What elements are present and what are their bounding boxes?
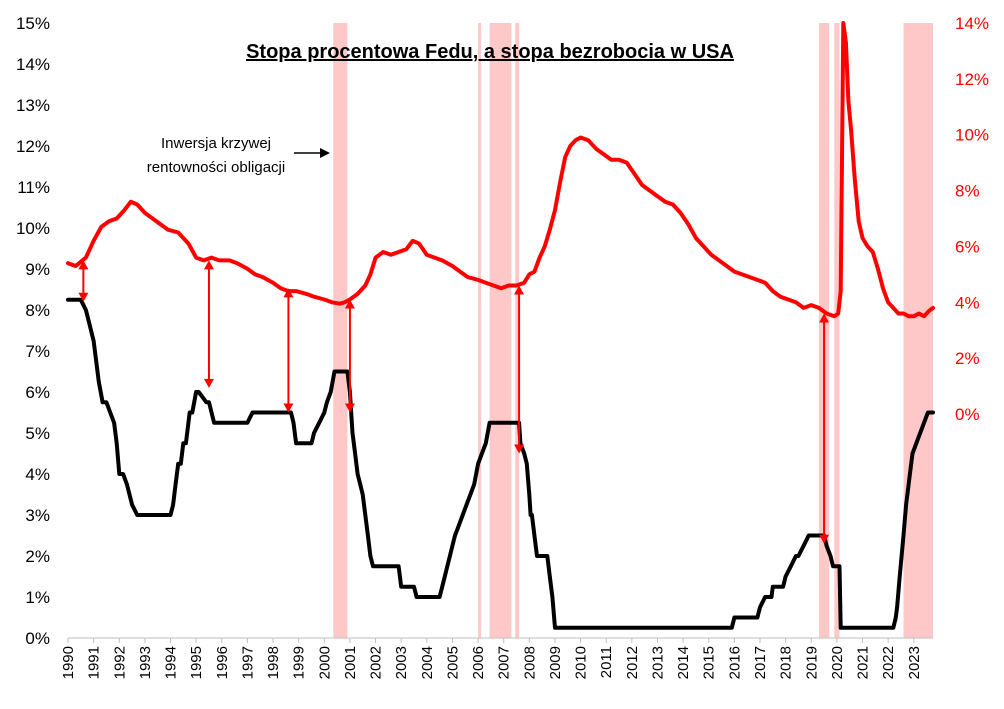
y-left-tick-label: 5% xyxy=(25,424,50,443)
arrows xyxy=(78,260,830,544)
x-tick-label: 2008 xyxy=(521,646,538,679)
x-tick-label: 2022 xyxy=(880,646,897,679)
arrow-head-up xyxy=(203,260,214,270)
annotation-arrow xyxy=(294,148,330,158)
x-tick-label: 1990 xyxy=(60,646,77,679)
x-tick-label: 2009 xyxy=(547,646,564,679)
x-tick-label: 2020 xyxy=(829,646,846,679)
x-tick-label: 1997 xyxy=(239,646,256,679)
x-tick-label: 2015 xyxy=(701,646,718,679)
inversion-band xyxy=(478,23,482,638)
axes: 0% 1% 2% 3% 4% 5% 6% 7% 8% 9% 10% 11% 12% 13% 14% 15% 0%… xyxy=(16,14,989,679)
arrow-head-down xyxy=(283,403,294,413)
annotation-line-2: rentowności obligacji xyxy=(147,159,285,176)
x-tick-label: 1995 xyxy=(188,646,205,679)
x-tick-label: 2004 xyxy=(419,646,436,679)
x-tick-label: 2000 xyxy=(316,646,333,679)
y-left-tick-label: 10% xyxy=(16,219,50,238)
inversion-band xyxy=(834,23,840,638)
x-tick-label: 1993 xyxy=(137,646,154,679)
inversion-band xyxy=(333,23,348,638)
y-right-tick-label: 12% xyxy=(955,70,989,89)
y-left-tick-label: 7% xyxy=(25,342,50,361)
arrow-head-up xyxy=(78,260,89,270)
annotation-line-1: Inwersja krzywej xyxy=(161,135,271,152)
y-left-tick-label: 9% xyxy=(25,260,50,279)
x-tick-label: 2001 xyxy=(342,646,359,679)
labels: Stopa procentowa Fedu, a stopa bezroboci… xyxy=(147,41,734,176)
x-tick-label: 2017 xyxy=(752,646,769,679)
arrow-head-down xyxy=(514,444,525,454)
y-left-tick-label: 15% xyxy=(16,14,50,33)
x-tick-label: 2002 xyxy=(368,646,385,679)
y-left-tick-label: 11% xyxy=(17,178,50,197)
arrow-head-down xyxy=(819,534,830,544)
y-left-tick-label: 0% xyxy=(25,629,50,648)
x-tick-label: 2010 xyxy=(573,646,590,679)
x-tick-label: 2006 xyxy=(470,646,487,679)
x-tick-label: 2018 xyxy=(778,646,795,679)
y-left-tick-label: 1% xyxy=(25,588,50,607)
y-right-tick-label: 4% xyxy=(955,293,980,312)
x-tick-label: 1999 xyxy=(291,646,308,679)
x-tick-label: 2019 xyxy=(803,646,820,679)
x-tick-label: 2011 xyxy=(598,646,615,678)
x-tick-label: 2007 xyxy=(496,646,513,679)
x-tick-label: 1996 xyxy=(214,646,231,679)
arrow-head-down xyxy=(78,292,89,302)
y-right-tick-label: 6% xyxy=(955,237,980,256)
y-right-tick-label: 10% xyxy=(955,126,989,145)
y-left-tick-label: 13% xyxy=(16,96,50,115)
y-left-tick-label: 12% xyxy=(16,137,50,156)
arrow-head-down xyxy=(344,403,355,413)
y-left-tick-label: 6% xyxy=(25,383,50,402)
arrow-head-down xyxy=(203,378,214,388)
unemployment-line xyxy=(66,21,935,319)
y-left-tick-label: 8% xyxy=(25,301,50,320)
x-tick-label: 2005 xyxy=(444,646,461,679)
chart-title: Stopa procentowa Fedu, a stopa bezroboci… xyxy=(246,41,734,63)
y-left-tick-label: 4% xyxy=(25,465,50,484)
x-tick-label: 1994 xyxy=(163,646,180,679)
y-left-tick-label: 14% xyxy=(16,55,50,74)
inversion-band xyxy=(489,23,512,638)
inversion-band xyxy=(903,23,933,638)
inversion-band xyxy=(515,23,520,638)
x-tick-label: 2012 xyxy=(624,646,641,679)
arrow-head-up xyxy=(283,288,294,298)
x-tick-label: 1998 xyxy=(265,646,282,679)
x-tick-label: 1991 xyxy=(86,646,103,679)
x-tick-label: 2003 xyxy=(393,646,410,679)
fed-rate-line xyxy=(66,297,935,630)
x-tick-label: 2023 xyxy=(906,646,923,679)
y-right-tick-label: 2% xyxy=(955,349,980,368)
x-tick-label: 2014 xyxy=(675,646,692,679)
arrow-head-up xyxy=(819,313,830,323)
y-right-tick-label: 8% xyxy=(955,182,980,201)
y-left-tick-label: 2% xyxy=(25,547,50,566)
arrow-head-up xyxy=(344,299,355,309)
y-right-tick-label: 0% xyxy=(955,405,980,424)
series-lines xyxy=(66,21,935,630)
y-left-tick-label: 3% xyxy=(25,506,50,525)
x-tick-label: 2021 xyxy=(855,646,872,679)
x-tick-label: 1992 xyxy=(111,646,128,679)
x-tick-label: 2016 xyxy=(726,646,743,679)
arrow-head-up xyxy=(514,285,525,295)
x-tick-label: 2013 xyxy=(649,646,666,679)
y-right-tick-label: 14% xyxy=(955,14,989,33)
